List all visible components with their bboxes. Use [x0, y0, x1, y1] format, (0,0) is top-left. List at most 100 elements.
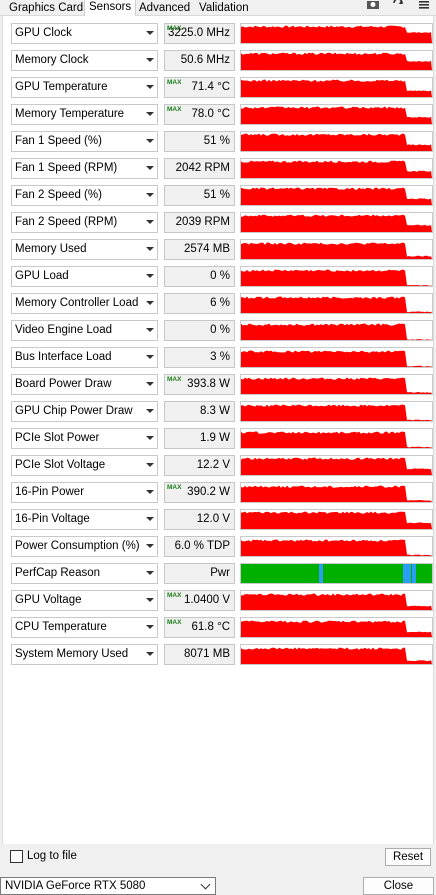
- chevron-down-icon: [146, 85, 154, 89]
- sensor-graph: [240, 644, 433, 665]
- menu-icon[interactable]: [418, 0, 430, 9]
- gpu-select-value: NVIDIA GeForce RTX 5080: [5, 880, 146, 892]
- sensor-name-dropdown[interactable]: GPU Temperature: [11, 77, 158, 98]
- sensor-name: Memory Used: [15, 243, 87, 255]
- sensor-name: Bus Interface Load: [15, 351, 112, 363]
- sensor-name: GPU Clock: [15, 27, 72, 39]
- sensor-name-dropdown[interactable]: Fan 1 Speed (RPM): [11, 158, 158, 179]
- chevron-down-icon: [146, 193, 154, 197]
- sensor-value: MAX 3225.0 MHz: [164, 23, 235, 44]
- sensor-graph: [240, 320, 433, 341]
- sensor-graph: [240, 509, 433, 530]
- sensor-name-dropdown[interactable]: PCIe Slot Voltage: [11, 455, 158, 476]
- sensor-name-dropdown[interactable]: Fan 2 Speed (RPM): [11, 212, 158, 233]
- sensor-name-dropdown[interactable]: Memory Controller Load: [11, 293, 158, 314]
- sensor-row: Fan 2 Speed (%) 51 %: [11, 185, 433, 206]
- sensor-value: 2039 RPM: [164, 212, 235, 233]
- chevron-down-icon: [146, 652, 154, 656]
- sensor-value: 51 %: [164, 131, 235, 152]
- sensor-name-dropdown[interactable]: System Memory Used: [11, 644, 158, 665]
- sensor-name-dropdown[interactable]: Memory Temperature: [11, 104, 158, 125]
- sensor-row: GPU Voltage MAX 1.0400 V: [11, 590, 433, 611]
- sensor-row: PCIe Slot Power 1.9 W: [11, 428, 433, 449]
- tab-sensors[interactable]: Sensors: [84, 0, 137, 17]
- sensor-name-dropdown[interactable]: GPU Chip Power Draw: [11, 401, 158, 422]
- sensor-name-dropdown[interactable]: 16-Pin Voltage: [11, 509, 158, 530]
- sensor-value-text: 3225.0 MHz: [167, 27, 230, 39]
- sensor-name: GPU Temperature: [15, 81, 108, 93]
- sensor-row: Fan 1 Speed (%) 51 %: [11, 131, 433, 152]
- sensor-value-text: 71.4 °C: [191, 81, 230, 93]
- sensor-name-dropdown[interactable]: Fan 2 Speed (%): [11, 185, 158, 206]
- tab-validation[interactable]: Validation: [199, 2, 249, 14]
- sensor-value: MAX 393.8 W: [164, 374, 235, 395]
- chevron-down-icon: [146, 409, 154, 413]
- log-to-file-checkbox[interactable]: [10, 850, 23, 863]
- sensor-name-dropdown[interactable]: Fan 1 Speed (%): [11, 131, 158, 152]
- reset-button[interactable]: Reset: [385, 848, 431, 866]
- sensor-row: 16-Pin Power MAX 390.2 W: [11, 482, 433, 503]
- sensor-name-dropdown[interactable]: GPU Voltage: [11, 590, 158, 611]
- max-indicator: MAX: [167, 484, 182, 491]
- sensor-value: MAX 71.4 °C: [164, 77, 235, 98]
- sensor-value-text: 1.9 W: [199, 432, 230, 444]
- sensor-value: MAX 1.0400 V: [164, 590, 235, 611]
- sensor-graph: [240, 536, 433, 557]
- sensor-name-dropdown[interactable]: GPU Clock: [11, 23, 158, 44]
- sensor-row: 16-Pin Voltage 12.0 V: [11, 509, 433, 530]
- sensor-row: Power Consumption (%) 6.0 % TDP: [11, 536, 433, 557]
- sensor-name-dropdown[interactable]: PerfCap Reason: [11, 563, 158, 584]
- sensor-name-dropdown[interactable]: Board Power Draw: [11, 374, 158, 395]
- chevron-down-icon: [146, 58, 154, 62]
- sensor-name-dropdown[interactable]: Video Engine Load: [11, 320, 158, 341]
- sensor-value: 12.0 V: [164, 509, 235, 530]
- sensor-value-text: 50.6 MHz: [180, 54, 230, 66]
- sensor-value: 0 %: [164, 320, 235, 341]
- sensor-value-text: 8.3 W: [199, 405, 230, 417]
- sensor-name-dropdown[interactable]: PCIe Slot Power: [11, 428, 158, 449]
- sensor-row: GPU Chip Power Draw 8.3 W: [11, 401, 433, 422]
- sensor-value-text: 61.8 °C: [191, 621, 230, 633]
- tab-graphics-card[interactable]: Graphics Card: [9, 2, 84, 14]
- sensor-name-dropdown[interactable]: Memory Used: [11, 239, 158, 260]
- sensor-name: System Memory Used: [15, 648, 129, 660]
- chevron-down-icon: [146, 274, 154, 278]
- sensor-graph: [240, 185, 433, 206]
- sensor-graph: [240, 617, 433, 638]
- log-to-file-label: Log to file: [27, 850, 77, 862]
- sensor-value: 2042 RPM: [164, 158, 235, 179]
- max-indicator: MAX: [167, 79, 182, 86]
- refresh-icon[interactable]: [392, 0, 404, 9]
- sensor-name-dropdown[interactable]: Bus Interface Load: [11, 347, 158, 368]
- max-indicator: MAX: [167, 25, 182, 32]
- chevron-down-icon: [146, 355, 154, 359]
- chevron-down-icon: [146, 382, 154, 386]
- sensor-name-dropdown[interactable]: GPU Load: [11, 266, 158, 287]
- sensor-graph: [240, 293, 433, 314]
- sensor-name-dropdown[interactable]: 16-Pin Power: [11, 482, 158, 503]
- sensor-name: Memory Controller Load: [15, 297, 139, 309]
- sensor-name: GPU Chip Power Draw: [15, 405, 133, 417]
- camera-icon[interactable]: [366, 0, 380, 9]
- sensor-row: PerfCap Reason Pwr: [11, 563, 433, 584]
- sensor-value: MAX 390.2 W: [164, 482, 235, 503]
- sensor-name: 16-Pin Voltage: [15, 513, 90, 525]
- sensor-row: Memory Used 2574 MB: [11, 239, 433, 260]
- sensor-name-dropdown[interactable]: Power Consumption (%): [11, 536, 158, 557]
- sensor-name: Fan 1 Speed (%): [15, 135, 102, 147]
- sensor-row: System Memory Used 8071 MB: [11, 644, 433, 665]
- sensor-name: GPU Load: [15, 270, 69, 282]
- sensor-graph: [240, 482, 433, 503]
- sensor-value-text: 0 %: [210, 270, 230, 282]
- sensor-name-dropdown[interactable]: CPU Temperature: [11, 617, 158, 638]
- sensor-name: Power Consumption (%): [15, 540, 140, 552]
- sensor-value: 12.2 V: [164, 455, 235, 476]
- sensor-row: Fan 1 Speed (RPM) 2042 RPM: [11, 158, 433, 179]
- close-button[interactable]: Close: [363, 877, 434, 895]
- sensor-name-dropdown[interactable]: Memory Clock: [11, 50, 158, 71]
- sensor-value: MAX 61.8 °C: [164, 617, 235, 638]
- sensor-value: 51 %: [164, 185, 235, 206]
- sensor-value: MAX 78.0 °C: [164, 104, 235, 125]
- tab-advanced[interactable]: Advanced: [139, 2, 191, 14]
- gpu-select[interactable]: NVIDIA GeForce RTX 5080: [0, 877, 216, 895]
